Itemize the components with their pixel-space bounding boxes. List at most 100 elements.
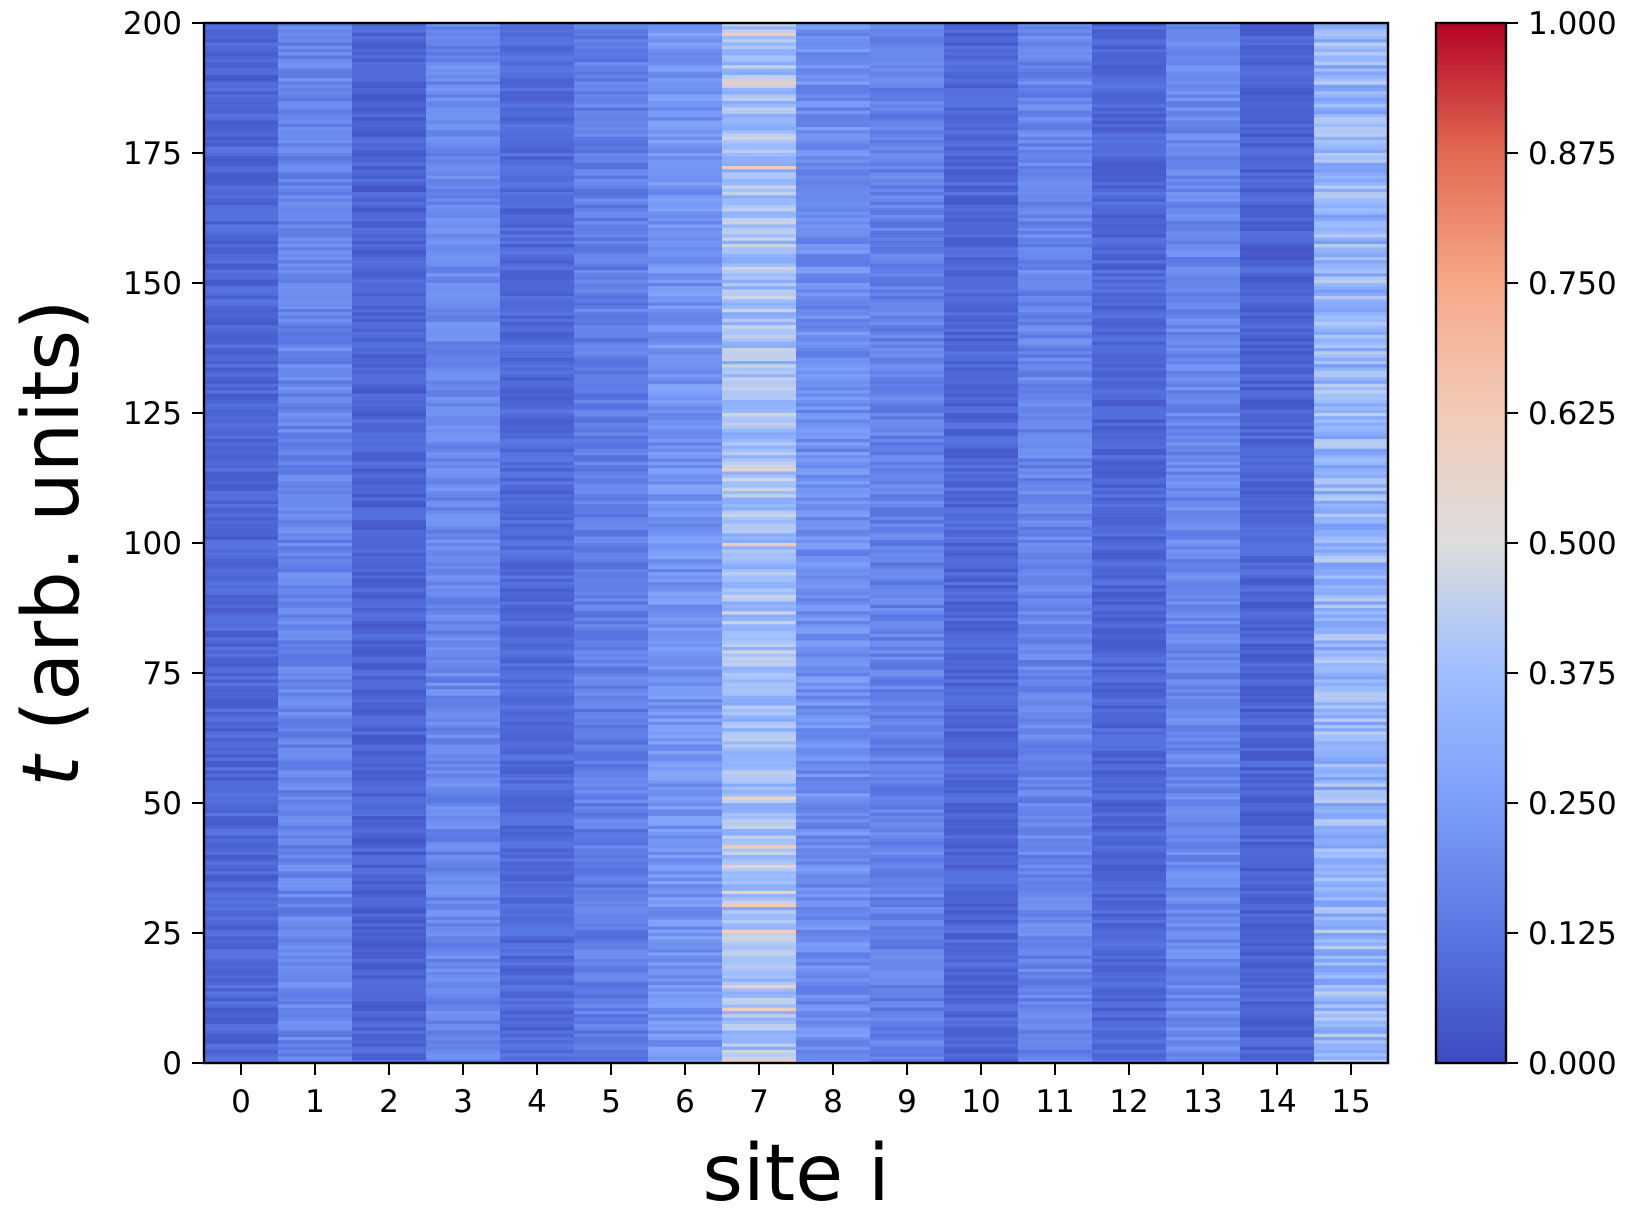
heatmap-cell [944,81,1019,86]
heatmap-cell [870,933,945,937]
heatmap-cell [870,367,945,372]
heatmap-cell [500,52,575,57]
heatmap-cell [204,237,279,242]
heatmap-cell [426,864,501,869]
heatmap-cell [722,409,797,414]
heatmap-cell [944,175,1019,180]
heatmap-cell [352,299,427,304]
heatmap-cell [204,478,279,482]
heatmap-cell [1166,481,1241,486]
heatmap-cell [870,250,945,255]
heatmap-cell [278,354,353,359]
heatmap-cell [1092,393,1167,398]
heatmap-cell [796,156,871,161]
heatmap-cell [426,318,501,323]
heatmap-cell [352,848,427,853]
heatmap-cell [648,208,723,213]
heatmap-cell [500,302,575,307]
heatmap-cell [870,26,945,31]
heatmap-cell [648,816,723,820]
heatmap-cell [352,988,427,993]
heatmap-cell [722,471,797,476]
heatmap-cell [204,1004,279,1009]
heatmap-cell [574,140,649,144]
heatmap-cell [1166,448,1241,453]
heatmap-cell [796,699,871,703]
heatmap-cell [1240,91,1315,96]
heatmap-cell [500,790,575,794]
heatmap-cell [352,205,427,209]
heatmap-cell [1018,312,1093,317]
heatmap-cell [796,715,871,720]
heatmap-cell [426,23,501,27]
heatmap-cell [500,338,575,343]
heatmap-cell [796,838,871,843]
heatmap-cell [944,266,1019,271]
heatmap-cell [1240,253,1315,258]
heatmap-cell [574,556,649,560]
heatmap-cell [796,65,871,70]
heatmap-cell [1018,861,1093,866]
heatmap-cell [1018,656,1093,661]
heatmap-cell [648,396,723,401]
heatmap-cell [500,679,575,684]
heatmap-cell [944,97,1019,102]
heatmap-cell [796,81,871,86]
heatmap-cell [648,647,723,651]
heatmap-cell [796,845,871,850]
heatmap-cell [796,422,871,427]
heatmap-cell [648,773,723,778]
heatmap-cell [1240,296,1315,300]
heatmap-cell [870,796,945,801]
heatmap-cell [1314,926,1389,931]
heatmap-cell [870,702,945,707]
heatmap-cell [500,419,575,424]
heatmap-cell [1240,227,1315,232]
heatmap-cell [352,309,427,313]
heatmap-cell [1018,569,1093,573]
heatmap-cell [1240,939,1315,944]
heatmap-cell [426,621,501,625]
heatmap-cell [1240,318,1315,323]
heatmap-cell [1240,481,1315,486]
heatmap-cell [500,244,575,248]
heatmap-cell [1166,120,1241,125]
heatmap-cell [870,660,945,664]
heatmap-cell [722,582,797,586]
heatmap-cell [722,169,797,174]
heatmap-cell [500,478,575,482]
heatmap-cell [500,146,575,151]
heatmap-cell [1018,933,1093,937]
heatmap-cell [1314,770,1389,775]
heatmap-cell [870,949,945,954]
heatmap-cell [278,848,353,853]
heatmap-cell [1314,614,1389,619]
heatmap-cell [648,591,723,596]
heatmap-cell [574,221,649,226]
heatmap-cell [204,188,279,193]
heatmap-cell [722,777,797,781]
heatmap-cell [204,656,279,661]
heatmap-cell [574,487,649,492]
heatmap-cell [648,549,723,554]
heatmap-cell [1018,881,1093,885]
heatmap-cell [1314,224,1389,229]
heatmap-cell [722,877,797,882]
heatmap-cell [1240,617,1315,622]
heatmap-cell [870,588,945,593]
heatmap-cell [278,471,353,476]
heatmap-cell [1314,624,1389,629]
heatmap-cell [870,471,945,476]
heatmap-cell [1314,858,1389,863]
heatmap-cell [352,335,427,339]
heatmap-cell [574,188,649,193]
heatmap-cell [426,390,501,395]
heatmap-cell [278,695,353,700]
heatmap-cell [500,97,575,102]
heatmap-cell [944,159,1019,164]
heatmap-cell [1314,286,1389,291]
heatmap-cell [204,520,279,525]
heatmap-cell [796,692,871,697]
heatmap-cell [870,452,945,456]
heatmap-cell [722,491,797,495]
